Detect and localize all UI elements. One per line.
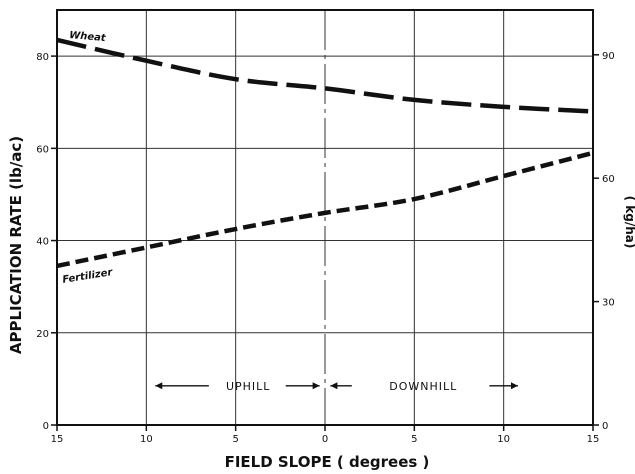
slope-direction-arrows: UPHILL DOWNHILL	[155, 380, 518, 393]
plot-frame	[51, 9, 599, 431]
x-tick-label: 15	[587, 434, 600, 445]
x-tick-label: 5	[232, 434, 238, 445]
y-tick-label: 40	[36, 237, 49, 248]
downhill-arrow-head	[510, 382, 518, 390]
grid	[57, 10, 593, 425]
x-axis-title: FIELD SLOPE ( degrees )	[225, 453, 430, 471]
y-axis-title: APPLICATION RATE (lb/ac)	[7, 136, 25, 354]
series-label-fertilizer: Fertilizer	[62, 267, 115, 286]
series-line-fertilizer	[56, 150, 594, 269]
y-tick-label: 80	[36, 52, 49, 63]
uphill-label: UPHILL	[226, 380, 270, 393]
x-tick-label: 5	[411, 434, 417, 445]
y-right-tick-label: 60	[602, 174, 615, 185]
series-label-wheat: Wheat	[69, 30, 107, 44]
y-tick-label: 20	[36, 329, 49, 340]
y-axis-right-title: ( kg/ha)	[623, 196, 635, 249]
y-right-tick-label: 0	[602, 421, 608, 432]
y-right-tick-label: 30	[602, 298, 615, 309]
y-tick-label: 60	[36, 144, 49, 155]
y-tick-label: 0	[43, 421, 49, 432]
x-tick-label: 0	[322, 434, 328, 445]
y-right-tick-label: 90	[602, 51, 615, 62]
series-lines	[56, 37, 594, 269]
x-tick-label: 10	[497, 434, 510, 445]
x-tick-label: 15	[51, 434, 64, 445]
series-line-wheat	[56, 37, 594, 114]
x-tick-label: 10	[140, 434, 153, 445]
uphill-arrow-head	[312, 382, 320, 390]
downhill-label: DOWNHILL	[389, 380, 457, 393]
